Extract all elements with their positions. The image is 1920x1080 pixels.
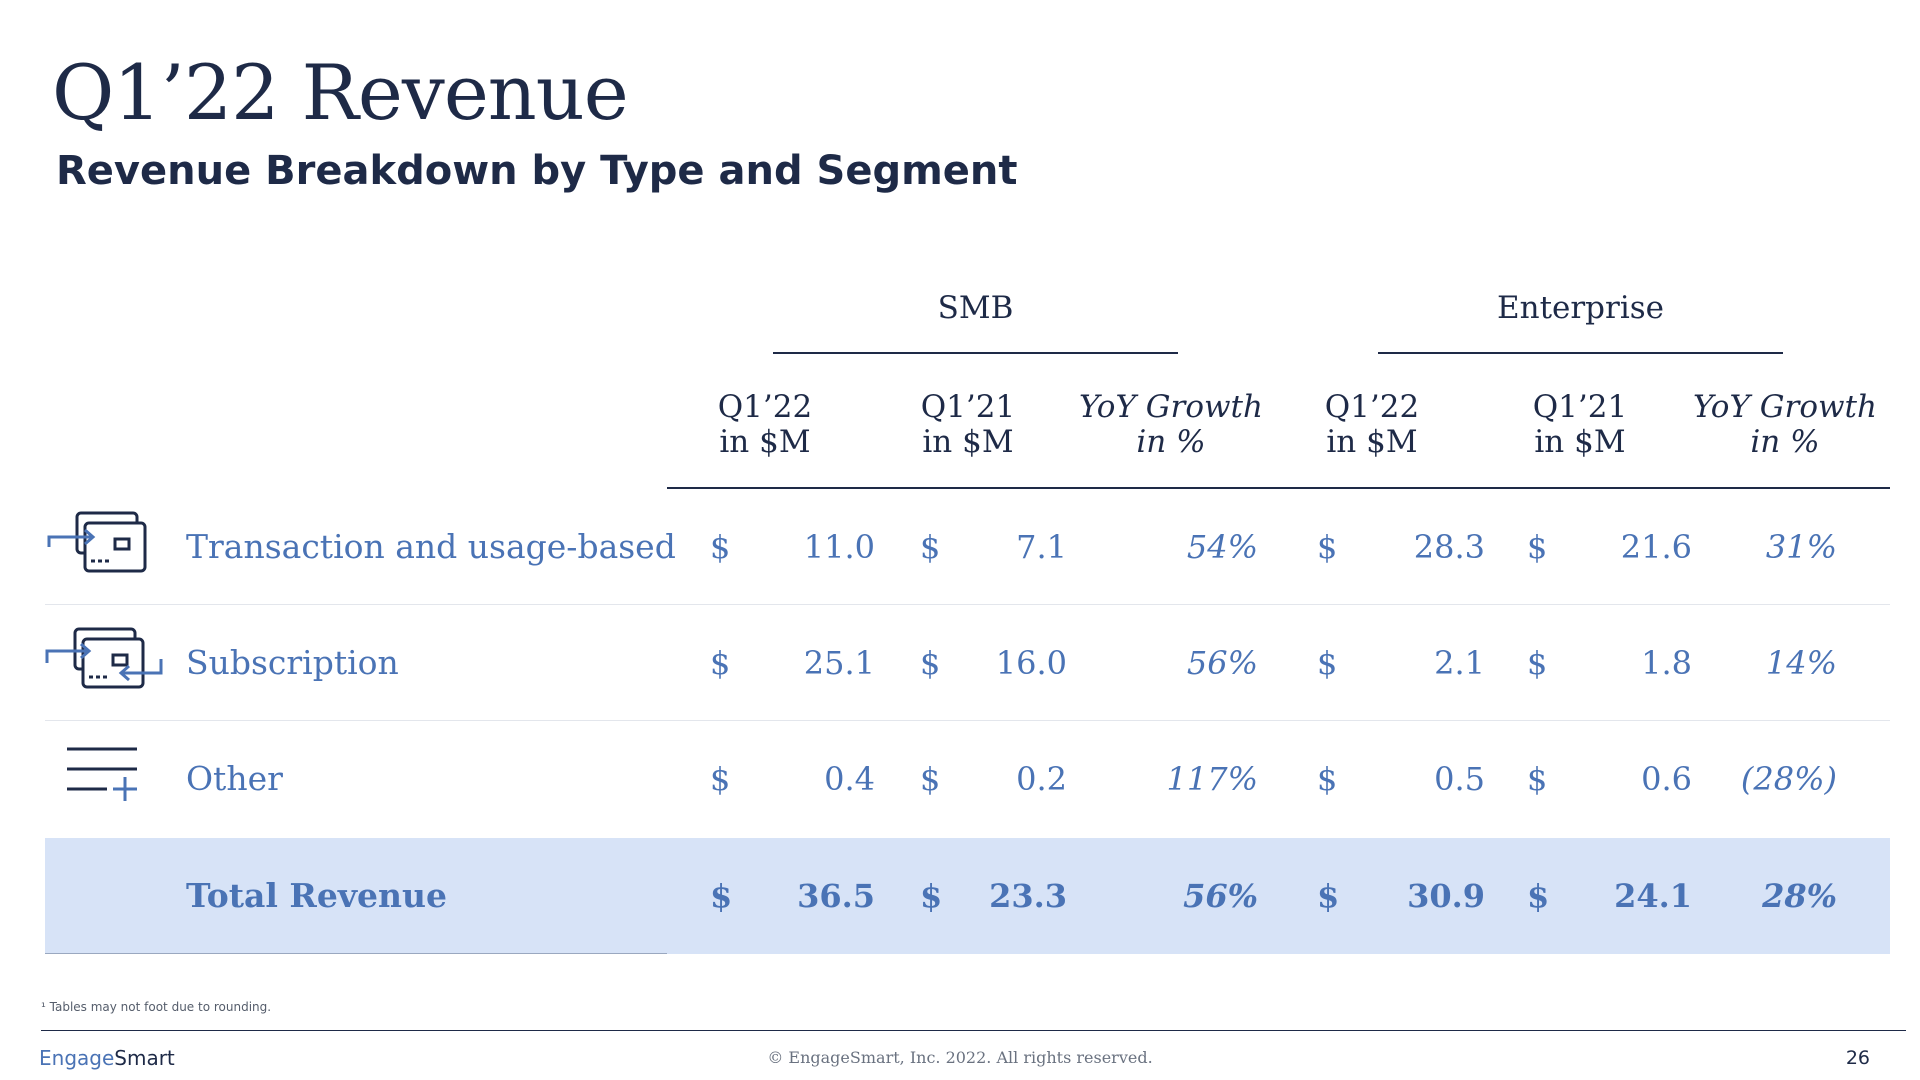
group-header-smb: SMB — [937, 290, 1014, 326]
ent-q1-21-value: 24.1 — [1614, 877, 1692, 915]
card-transfer-icon — [47, 511, 147, 573]
card-recurring-icon — [45, 627, 163, 689]
row-label: Total Revenue — [186, 876, 448, 915]
ent-q1-21-value: 1.8 — [1641, 644, 1692, 682]
currency-symbol: $ — [1527, 644, 1548, 682]
smb-q1-22-value: 0.4 — [824, 760, 875, 798]
smb-q1-22-value: 36.5 — [797, 877, 875, 915]
column-header: YoY Growth in % — [1079, 389, 1263, 460]
page-number: 26 — [1845, 1047, 1870, 1069]
list-add-icon — [67, 747, 137, 801]
currency-symbol: $ — [1317, 760, 1338, 798]
currency-symbol: $ — [920, 644, 941, 682]
currency-symbol: $ — [1527, 528, 1548, 566]
currency-symbol: $ — [1527, 760, 1548, 798]
smb-yoy-value: 56% — [1183, 877, 1258, 915]
currency-symbol: $ — [710, 760, 731, 798]
group-underline-smb — [773, 352, 1178, 354]
column-header: Q1’22 in $M — [1324, 389, 1420, 460]
currency-symbol: $ — [920, 760, 941, 798]
smb-q1-21-value: 7.1 — [1016, 528, 1067, 566]
ent-q1-22-value: 0.5 — [1434, 760, 1485, 798]
ent-q1-21-value: 21.6 — [1620, 528, 1692, 566]
smb-q1-22-value: 11.0 — [803, 528, 875, 566]
ent-yoy-value: 31% — [1765, 528, 1837, 566]
currency-symbol: $ — [1317, 644, 1338, 682]
row-label: Subscription — [186, 643, 399, 682]
smb-q1-21-value: 16.0 — [995, 644, 1067, 682]
ent-q1-21-value: 0.6 — [1641, 760, 1692, 798]
total-row: Total Revenue $ 36.5 $ 23.3 56% $ 30.9 $… — [45, 838, 1890, 954]
table-row: Transaction and usage-based $ 11.0 $ 7.1… — [45, 489, 1890, 605]
table-row: Subscription $ 25.1 $ 16.0 56% $ 2.1 $ 1… — [45, 605, 1890, 721]
company-logo: EngageSmart — [39, 1046, 175, 1070]
currency-symbol: $ — [920, 877, 943, 915]
smb-yoy-value: 117% — [1166, 760, 1258, 798]
header-divider — [667, 487, 1890, 489]
currency-symbol: $ — [710, 528, 731, 566]
copyright-text: © EngageSmart, Inc. 2022. All rights res… — [767, 1048, 1153, 1067]
smb-q1-22-value: 25.1 — [803, 644, 875, 682]
row-label: Transaction and usage-based — [186, 527, 676, 566]
total-underline — [45, 953, 667, 954]
footer-divider — [41, 1030, 1906, 1031]
currency-symbol: $ — [1317, 877, 1340, 915]
smb-yoy-value: 54% — [1186, 528, 1258, 566]
ent-q1-22-value: 2.1 — [1434, 644, 1485, 682]
column-header: Q1’21 in $M — [1532, 389, 1628, 460]
slide-subtitle: Revenue Breakdown by Type and Segment — [56, 148, 1018, 194]
ent-q1-22-value: 30.9 — [1407, 877, 1485, 915]
group-underline-enterprise — [1378, 352, 1783, 354]
currency-symbol: $ — [1527, 877, 1550, 915]
column-header: YoY Growth in % — [1693, 389, 1877, 460]
currency-symbol: $ — [920, 528, 941, 566]
smb-q1-21-value: 0.2 — [1016, 760, 1067, 798]
row-label: Other — [186, 759, 283, 798]
footnote: ¹ Tables may not foot due to rounding. — [41, 1000, 272, 1014]
ent-yoy-value: 28% — [1762, 877, 1837, 915]
group-header-enterprise: Enterprise — [1496, 290, 1665, 326]
smb-q1-21-value: 23.3 — [989, 877, 1067, 915]
currency-symbol: $ — [710, 644, 731, 682]
currency-symbol: $ — [1317, 528, 1338, 566]
slide-title: Q1’22 Revenue — [52, 48, 629, 137]
table-row: Other $ 0.4 $ 0.2 117% $ 0.5 $ 0.6 (28%) — [45, 721, 1890, 837]
ent-q1-22-value: 28.3 — [1413, 528, 1485, 566]
smb-yoy-value: 56% — [1186, 644, 1258, 682]
currency-symbol: $ — [710, 877, 733, 915]
column-header: Q1’22 in $M — [717, 389, 813, 460]
ent-yoy-value: 14% — [1765, 644, 1837, 682]
column-header: Q1’21 in $M — [920, 389, 1016, 460]
ent-yoy-value: (28%) — [1740, 760, 1837, 798]
